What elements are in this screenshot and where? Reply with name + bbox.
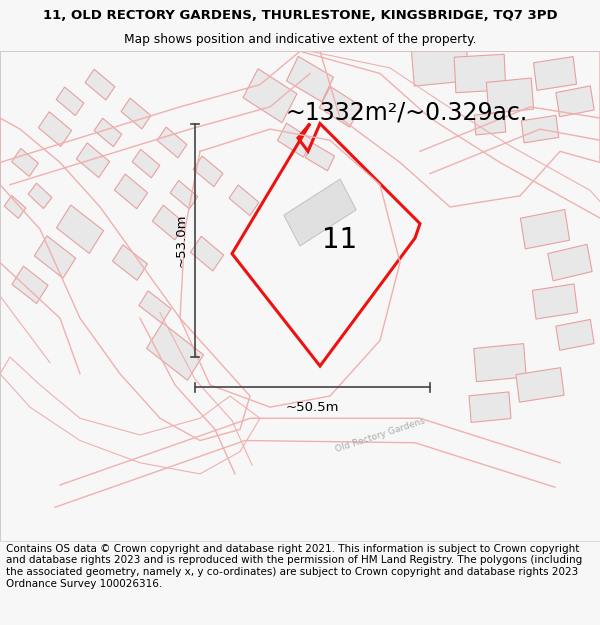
Polygon shape xyxy=(94,118,122,147)
Polygon shape xyxy=(556,319,594,350)
Text: Contains OS data © Crown copyright and database right 2021. This information is : Contains OS data © Crown copyright and d… xyxy=(6,544,582,589)
Polygon shape xyxy=(474,344,526,382)
Polygon shape xyxy=(115,174,148,209)
Polygon shape xyxy=(28,183,52,209)
Polygon shape xyxy=(305,143,335,171)
Polygon shape xyxy=(56,87,84,116)
Polygon shape xyxy=(146,323,203,380)
Text: 11: 11 xyxy=(322,226,358,254)
Polygon shape xyxy=(533,57,577,91)
Polygon shape xyxy=(4,196,26,218)
Polygon shape xyxy=(469,392,511,422)
Polygon shape xyxy=(139,291,171,323)
Polygon shape xyxy=(548,244,592,281)
Polygon shape xyxy=(487,78,533,113)
Text: ~53.0m: ~53.0m xyxy=(175,214,187,267)
Text: ~1332m²/~0.329ac.: ~1332m²/~0.329ac. xyxy=(285,101,527,124)
Polygon shape xyxy=(286,56,334,102)
Polygon shape xyxy=(411,39,469,86)
Polygon shape xyxy=(521,116,559,143)
Polygon shape xyxy=(76,143,110,177)
Polygon shape xyxy=(532,284,578,319)
Polygon shape xyxy=(113,245,148,281)
Polygon shape xyxy=(12,266,48,304)
Polygon shape xyxy=(516,368,564,402)
Polygon shape xyxy=(278,123,313,158)
Polygon shape xyxy=(229,185,259,216)
Polygon shape xyxy=(170,181,198,209)
Text: 11, OLD RECTORY GARDENS, THURLESTONE, KINGSBRIDGE, TQ7 3PD: 11, OLD RECTORY GARDENS, THURLESTONE, KI… xyxy=(43,9,557,22)
Polygon shape xyxy=(85,69,115,100)
Polygon shape xyxy=(132,149,160,178)
Polygon shape xyxy=(152,205,185,240)
Polygon shape xyxy=(556,86,594,117)
Polygon shape xyxy=(121,98,151,129)
Polygon shape xyxy=(190,236,224,271)
Polygon shape xyxy=(157,127,187,158)
Polygon shape xyxy=(56,205,104,253)
Polygon shape xyxy=(319,86,361,128)
Polygon shape xyxy=(243,69,297,122)
Text: ~50.5m: ~50.5m xyxy=(286,401,339,414)
Polygon shape xyxy=(34,236,76,278)
Text: Map shows position and indicative extent of the property.: Map shows position and indicative extent… xyxy=(124,34,476,46)
Polygon shape xyxy=(193,156,223,187)
Polygon shape xyxy=(38,112,71,146)
Polygon shape xyxy=(474,112,506,135)
Polygon shape xyxy=(12,149,38,176)
Polygon shape xyxy=(284,179,356,246)
Polygon shape xyxy=(520,209,569,249)
Polygon shape xyxy=(454,54,506,92)
Text: Old Rectory Gardens: Old Rectory Gardens xyxy=(334,416,426,454)
